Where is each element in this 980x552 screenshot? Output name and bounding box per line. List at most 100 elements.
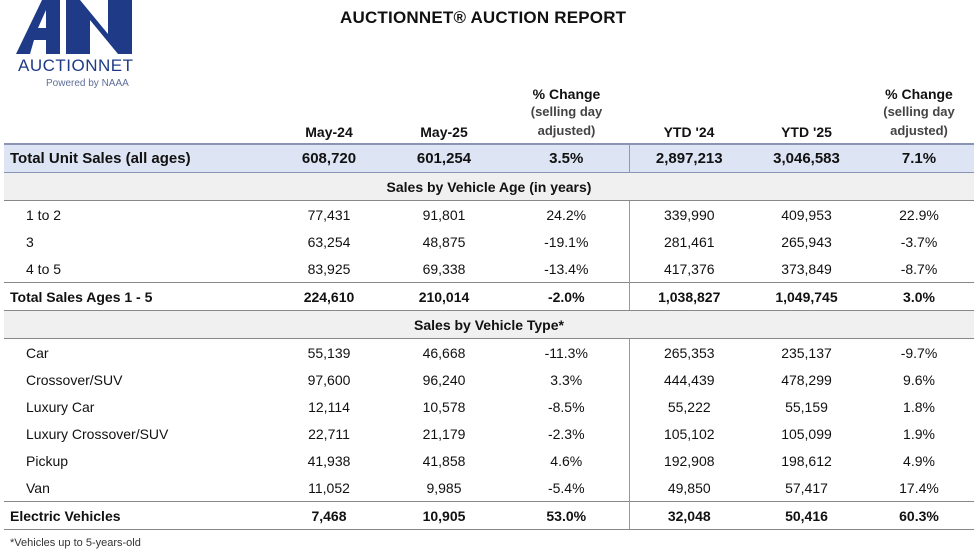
cell-ytd-24: 339,990 (628, 200, 749, 228)
cell-ytd-24: 1,038,827 (628, 282, 749, 311)
header-pct-change-ytd-sub2: adjusted) (890, 123, 948, 138)
cell-may-24: 55,139 (307, 344, 351, 361)
row-label: 4 to 5 (26, 260, 62, 277)
cell-pct-change-ytd: -8.7% (900, 260, 938, 277)
cell-may-25: 10,905 (384, 501, 504, 530)
cell-ytd-25: 50,416 (749, 501, 864, 530)
header-may-24: May-24 (305, 124, 353, 140)
cell-ytd-24: 32,048 (628, 501, 749, 530)
cell-may-24: 608,720 (274, 143, 384, 173)
cell-ytd-25: 409,953 (781, 206, 832, 223)
cell-pct-change: -2.3% (547, 425, 585, 442)
report-body: Total Unit Sales (all ages) 608,720 601,… (4, 143, 974, 530)
cell-pct-change-ytd: -3.7% (900, 233, 938, 250)
header-pct-change-label: % Change (532, 86, 601, 102)
cell-may-25: 21,179 (422, 425, 466, 442)
cell-may-25: 69,338 (422, 260, 466, 277)
row-label: Crossover/SUV (26, 371, 123, 388)
cell-may-25: 41,858 (422, 452, 466, 469)
cell-ytd-24: 281,461 (628, 228, 749, 255)
footnote: *Vehicles up to 5-years-old (10, 537, 141, 549)
cell-pct-change-ytd: 17.4% (899, 479, 939, 496)
cell-pct-change-ytd: 22.9% (899, 206, 939, 223)
table-row: Luxury Crossover/SUV 22,711 21,179 -2.3% 105… (4, 420, 974, 447)
table-row: Electric Vehicles 7,468 10,905 53.0% 32,048 5… (4, 501, 974, 530)
cell-pct-change: -8.5% (547, 398, 585, 415)
cell-pct-change-ytd: -9.7% (900, 344, 938, 361)
section-title: Sales by Vehicle Type* (4, 310, 974, 339)
table-row: Luxury Car 12,114 10,578 -8.5% 55,222 55,159 1… (4, 393, 974, 420)
cell-ytd-24: 105,102 (628, 420, 749, 447)
row-label: Pickup (26, 452, 69, 469)
table-row: Car 55,139 46,668 -11.3% 265,353 235,137 -9.7% (4, 338, 974, 366)
cell-pct-change: -5.4% (547, 479, 585, 496)
cell-ytd-24: 55,222 (628, 393, 749, 420)
cell-ytd-24: 2,897,213 (628, 143, 749, 173)
table-row: Crossover/SUV 97,600 96,240 3.3% 444,439 478,… (4, 366, 974, 393)
cell-pct-change-ytd: 1.9% (903, 425, 935, 442)
an-logo-mark (16, 0, 132, 54)
cell-may-24: 63,254 (307, 233, 351, 250)
section-header-type: Sales by Vehicle Type* (4, 310, 974, 339)
cell-may-25: 601,254 (384, 143, 504, 173)
cell-pct-change-ytd: 4.9% (903, 452, 935, 469)
cell-pct-change: 3.5% (504, 143, 629, 173)
row-label: Total Sales Ages 1 - 5 (4, 282, 274, 311)
row-label: 1 to 2 (26, 206, 62, 223)
cell-pct-change: 3.3% (550, 371, 583, 388)
cell-ytd-25: 105,099 (781, 425, 832, 442)
cell-ytd-25: 198,612 (781, 452, 832, 469)
cell-may-25: 10,578 (422, 398, 466, 415)
cell-ytd-24: 417,376 (628, 255, 749, 283)
header-pct-change-ytd-label: % Change (885, 86, 953, 102)
auction-report-table: May-24 May-25 % Change (selling day adju… (4, 80, 974, 530)
header-pct-change-monthly: % Change (selling day adjusted) (504, 80, 629, 144)
cell-pct-change-ytd: 9.6% (903, 371, 935, 388)
cell-ytd-24: 49,850 (628, 474, 749, 502)
cell-may-24: 97,600 (307, 371, 351, 388)
cell-pct-change: -11.3% (544, 344, 588, 361)
table-row: Van 11,052 9,985 -5.4% 49,850 57,417 17.4% (4, 474, 974, 502)
report-title: AUCTIONNET® AUCTION REPORT (340, 8, 627, 27)
cell-may-24: 77,431 (307, 206, 351, 223)
logo-tagline: Powered by NAAA (46, 78, 129, 89)
cell-pct-change: 53.0% (504, 501, 629, 530)
header-pct-change-sub2: adjusted) (537, 123, 596, 138)
cell-may-25: 210,014 (384, 282, 504, 311)
cell-pct-change-ytd: 60.3% (864, 501, 974, 530)
header-pct-change-ytd-sub1: (selling day (883, 104, 955, 119)
cell-pct-change-ytd: 3.0% (864, 282, 974, 311)
table-row: 3 63,254 48,875 -19.1% 281,461 265,943 -3.7% (4, 228, 974, 255)
cell-pct-change: 24.2% (546, 206, 587, 223)
cell-may-25: 48,875 (422, 233, 466, 250)
cell-may-25: 91,801 (422, 206, 466, 223)
cell-ytd-25: 265,943 (781, 233, 832, 250)
cell-may-24: 22,711 (308, 425, 350, 442)
cell-ytd-25: 1,049,745 (749, 282, 864, 311)
table-row: Total Sales Ages 1 - 5 224,610 210,014 -2.0… (4, 282, 974, 311)
cell-ytd-25: 373,849 (781, 260, 832, 277)
cell-may-25: 96,240 (422, 371, 466, 388)
row-label: Car (26, 344, 49, 361)
row-label: Total Unit Sales (all ages) (4, 143, 274, 173)
row-label: Van (26, 479, 50, 496)
cell-pct-change-ytd: 7.1% (864, 143, 974, 173)
table-row: Pickup 41,938 41,858 4.6% 192,908 198,612 4.9% (4, 447, 974, 474)
section-title: Sales by Vehicle Age (in years) (4, 172, 974, 201)
cell-pct-change: -19.1% (544, 233, 589, 250)
header-row: May-24 May-25 % Change (selling day adju… (4, 80, 974, 144)
header-ytd-25: YTD '25 (781, 124, 832, 140)
logo-wordmark: AUCTIONNET (18, 56, 134, 75)
cell-may-25: 9,985 (426, 479, 462, 496)
cell-ytd-25: 3,046,583 (749, 143, 864, 173)
cell-ytd-25: 478,299 (781, 371, 832, 388)
cell-pct-change-ytd: 1.8% (903, 398, 935, 415)
cell-may-24: 41,938 (307, 452, 351, 469)
row-label: Electric Vehicles (4, 501, 274, 530)
cell-may-24: 224,610 (274, 282, 384, 311)
cell-pct-change: -2.0% (504, 282, 629, 311)
header-may-25: May-25 (420, 124, 468, 140)
cell-ytd-25: 235,137 (781, 344, 832, 361)
cell-may-25: 46,668 (422, 344, 466, 361)
cell-may-24: 11,052 (308, 479, 350, 496)
